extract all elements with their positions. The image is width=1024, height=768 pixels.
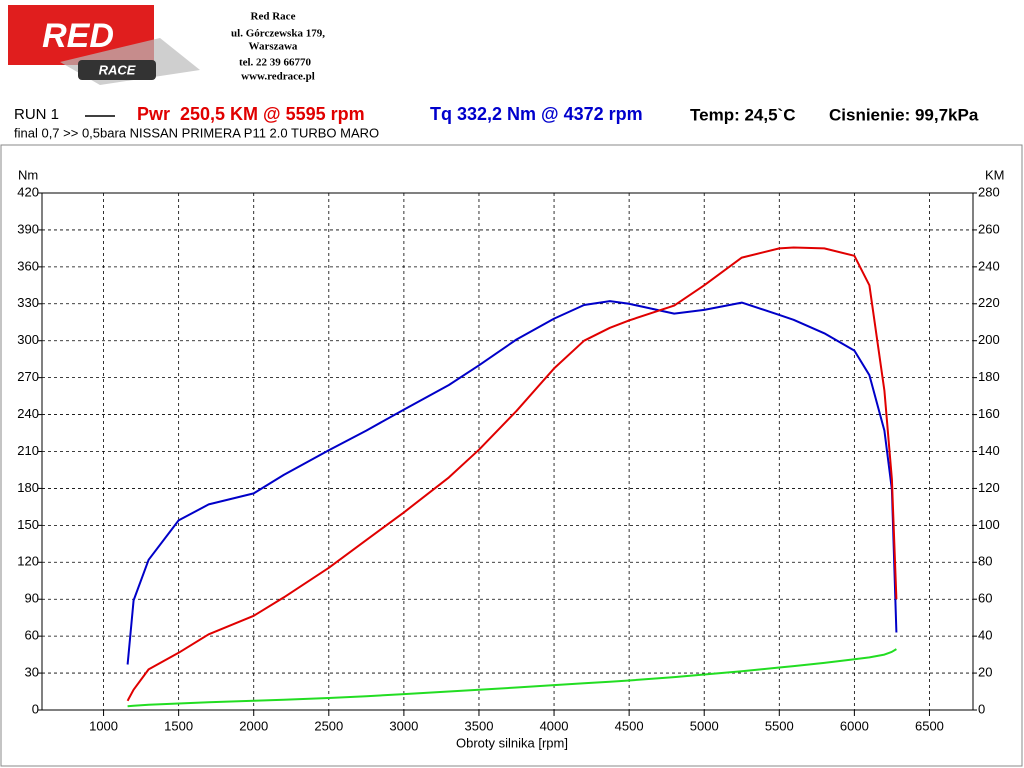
y2-tick-label: 40 [978, 628, 992, 643]
y-tick-label: 330 [17, 295, 39, 310]
y-tick-label: 360 [17, 258, 39, 273]
x-tick-label: 2500 [314, 718, 343, 733]
company: Red Race [251, 11, 296, 23]
y-tick-label: 420 [17, 184, 39, 199]
x-tick-label: 4500 [615, 718, 644, 733]
x-tick-label: 4000 [540, 718, 569, 733]
y2-tick-label: 100 [978, 517, 1000, 532]
y2-tick-label: 160 [978, 406, 1000, 421]
y-tick-label: 390 [17, 221, 39, 236]
logo-plate [78, 60, 156, 80]
y-tick-label: 270 [17, 369, 39, 384]
phone: tel. 22 39 66770 [239, 57, 312, 69]
y2-tick-label: 0 [978, 701, 985, 716]
x-tick-label: 3500 [465, 718, 494, 733]
y2-tick-label: 280 [978, 184, 1000, 199]
y-tick-label: 60 [25, 628, 39, 643]
y2-axis-label: KM [985, 167, 1005, 182]
y-tick-label: 240 [17, 406, 39, 421]
run-label: RUN 1 [14, 106, 59, 123]
pressure: Cisnienie: 99,7kPa [829, 105, 979, 124]
chart-panel [0, 144, 1023, 767]
y-tick-label: 0 [32, 701, 39, 716]
y-tick-label: 90 [25, 591, 39, 606]
y-tick-label: 300 [17, 332, 39, 347]
series-line [126, 300, 898, 665]
x-axis-label: Obroty silnika [rpm] [456, 735, 568, 750]
x-tick-label: 3000 [389, 718, 418, 733]
y2-tick-label: 180 [978, 369, 1000, 384]
logo-subtext: RACE [99, 62, 136, 77]
y2-tick-label: 120 [978, 480, 1000, 495]
x-tick-label: 5000 [690, 718, 719, 733]
x-tick-label: 6500 [915, 718, 944, 733]
y-tick-label: 150 [17, 517, 39, 532]
y2-tick-label: 20 [978, 665, 992, 680]
torque-label: Tq 332,2 Nm @ 4372 rpm [430, 104, 643, 124]
y2-tick-label: 240 [978, 258, 1000, 273]
temperature: Temp: 24,5`C [690, 105, 796, 124]
series-line [126, 246, 898, 702]
x-tick-label: 5500 [765, 718, 794, 733]
logo: RED RACE [8, 5, 200, 85]
y-tick-label: 30 [25, 665, 39, 680]
y-axis-label: Nm [18, 167, 38, 182]
y-tick-label: 210 [17, 443, 39, 458]
y2-tick-label: 200 [978, 332, 1000, 347]
plot-frame [41, 192, 974, 711]
x-tick-label: 1500 [164, 718, 193, 733]
x-tick-label: 6000 [840, 718, 869, 733]
y-tick-label: 120 [17, 554, 39, 569]
plot: 1000 1500 2000 2500 3000 3500 4000 4500 5000 5500… [17, 184, 999, 733]
power-label: Pwr 250,5 KM @ 5595 rpm [137, 104, 365, 124]
y2-tick-label: 220 [978, 295, 1000, 310]
x-tick-label: 1000 [89, 718, 118, 733]
city: Warszawa [249, 41, 298, 53]
x-tick-label: 2000 [239, 718, 268, 733]
subtitle: final 0,7 >> 0,5bara NISSAN PRIMERA P11 … [14, 125, 379, 140]
y2-tick-label: 80 [978, 554, 992, 569]
y2-tick-label: 60 [978, 591, 992, 606]
y2-tick-label: 140 [978, 443, 1000, 458]
series-line [127, 648, 897, 708]
y-tick-label: 180 [17, 480, 39, 495]
y2-tick-label: 260 [978, 221, 1000, 236]
logo-text: RED [42, 17, 114, 55]
website: www.redrace.pl [241, 71, 315, 83]
address: ul. Górczewska 179, [231, 28, 325, 40]
